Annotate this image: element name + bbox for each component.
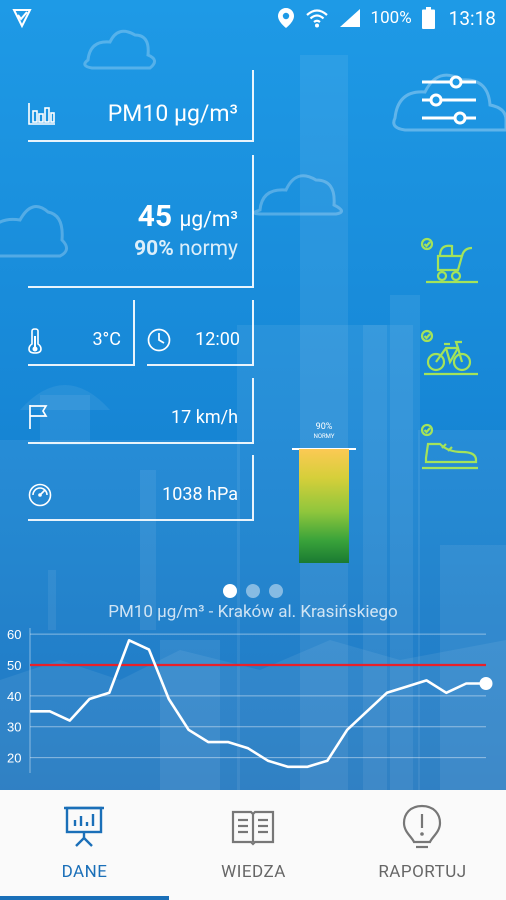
pollutant-label: PM10 µg/m³ <box>107 100 238 127</box>
wind-card: 17 km/h <box>28 378 254 444</box>
thermometer-icon <box>28 328 42 354</box>
alert-icon <box>402 804 442 849</box>
temperature-value: 3°C <box>92 329 121 350</box>
tab-raportuj-label: RAPORTUJ <box>378 862 467 882</box>
chart-title: PM10 µg/m³ - Kraków al. Krasińskiego <box>108 602 398 622</box>
page-dot-1[interactable] <box>223 584 237 598</box>
y-tick-label: 40 <box>7 689 21 704</box>
page-dot-2[interactable] <box>246 584 260 598</box>
bar-chart-icon <box>28 103 55 125</box>
reading-value: 45 µg/m³ <box>138 199 238 234</box>
location-icon <box>277 8 294 28</box>
norm-percent-value: 90% <box>134 237 174 261</box>
tab-wiedza-label: WIEDZA <box>221 862 286 882</box>
pressure-card: 1038 hPa <box>28 455 254 521</box>
y-tick-label: 50 <box>7 658 21 673</box>
bottom-navigation: DANE WIEDZA <box>0 790 506 900</box>
wifi-icon <box>305 9 328 28</box>
pollutant-selector[interactable]: PM10 µg/m³ <box>28 70 254 142</box>
latest-point-marker[interactable] <box>479 677 493 691</box>
measurement-time: 12:00 <box>195 329 240 350</box>
pm10-line-chart: 20 30 40 50 60 <box>7 628 493 773</box>
y-tick-label: 60 <box>7 628 21 642</box>
y-tick-label: 20 <box>7 751 21 766</box>
flag-icon <box>29 405 48 429</box>
app-notification-icon <box>12 9 32 29</box>
reading-card: 45 µg/m³ 90% normy <box>28 155 254 288</box>
clock-icon <box>147 328 171 352</box>
norm-percentage: 90% normy <box>134 237 238 261</box>
signal-icon <box>339 9 360 27</box>
reading-unit: µg/m³ <box>179 208 238 232</box>
norm-label: normy <box>178 237 238 261</box>
gauge-norm-label: NORMY <box>313 433 335 440</box>
page-dot-3[interactable] <box>269 584 283 598</box>
status-bar: 100% 13:18 <box>0 0 506 36</box>
page-indicator <box>223 584 283 598</box>
tab-raportuj[interactable]: RAPORTUJ <box>338 790 506 900</box>
running-shoe-icon <box>420 423 478 470</box>
measurement-time-card: 12:00 <box>147 300 254 366</box>
pressure-value: 1038 hPa <box>162 484 238 505</box>
stroller-icon <box>420 237 478 284</box>
pm10-series-line <box>30 639 486 769</box>
gauge-percent: 90% <box>315 422 333 432</box>
gauge-fill-bar <box>299 449 349 563</box>
battery-icon <box>421 7 435 29</box>
bicycle-icon <box>420 329 478 376</box>
tab-wiedza[interactable]: WIEDZA <box>169 790 338 900</box>
active-tab-indicator <box>0 896 169 900</box>
tab-dane-label: DANE <box>61 862 108 882</box>
tab-dane[interactable]: DANE <box>0 790 169 900</box>
settings-sliders-icon[interactable] <box>420 74 478 126</box>
battery-percent: 100% <box>370 8 412 28</box>
city-background <box>0 29 506 790</box>
y-tick-label: 30 <box>7 720 21 735</box>
temperature-card: 3°C <box>28 300 135 366</box>
book-icon <box>231 810 275 846</box>
wind-speed: 17 km/h <box>171 407 238 428</box>
clock-time: 13:18 <box>448 6 496 30</box>
reading-number: 45 <box>137 199 173 234</box>
presentation-icon <box>64 806 104 847</box>
gauge-label: 90% NORMY <box>295 422 353 442</box>
gauge-icon <box>28 483 52 507</box>
